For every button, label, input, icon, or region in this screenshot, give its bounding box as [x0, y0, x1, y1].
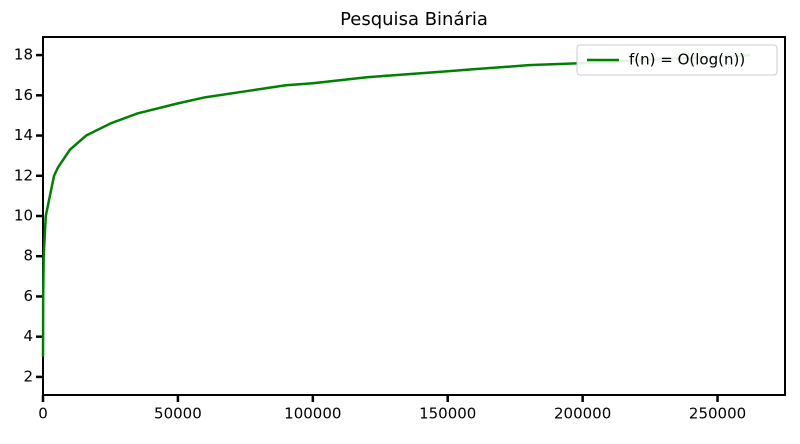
x-tick-label: 100000 [284, 405, 341, 423]
x-tick-label: 200000 [554, 405, 611, 423]
y-tick-label: 4 [23, 327, 33, 345]
x-tick-label: 50000 [154, 405, 202, 423]
y-tick-label: 18 [14, 46, 33, 64]
y-tick-label: 12 [14, 166, 33, 184]
x-tick-label: 150000 [419, 405, 476, 423]
y-tick-label: 14 [14, 126, 33, 144]
y-tick-label: 10 [14, 207, 33, 225]
chart-title: Pesquisa Binária [340, 9, 488, 30]
y-tick-label: 6 [23, 287, 33, 305]
legend-box [576, 44, 778, 76]
y-tick-label: 16 [14, 86, 33, 104]
x-tick-label: 250000 [689, 405, 746, 423]
x-tick-label: 0 [38, 405, 48, 423]
y-tick-label: 2 [23, 367, 33, 385]
data-line [41, 53, 751, 357]
y-tick-label: 8 [23, 247, 33, 265]
plot-frame [42, 36, 786, 396]
legend-label: f(n) = O(log(n)) [629, 51, 745, 69]
